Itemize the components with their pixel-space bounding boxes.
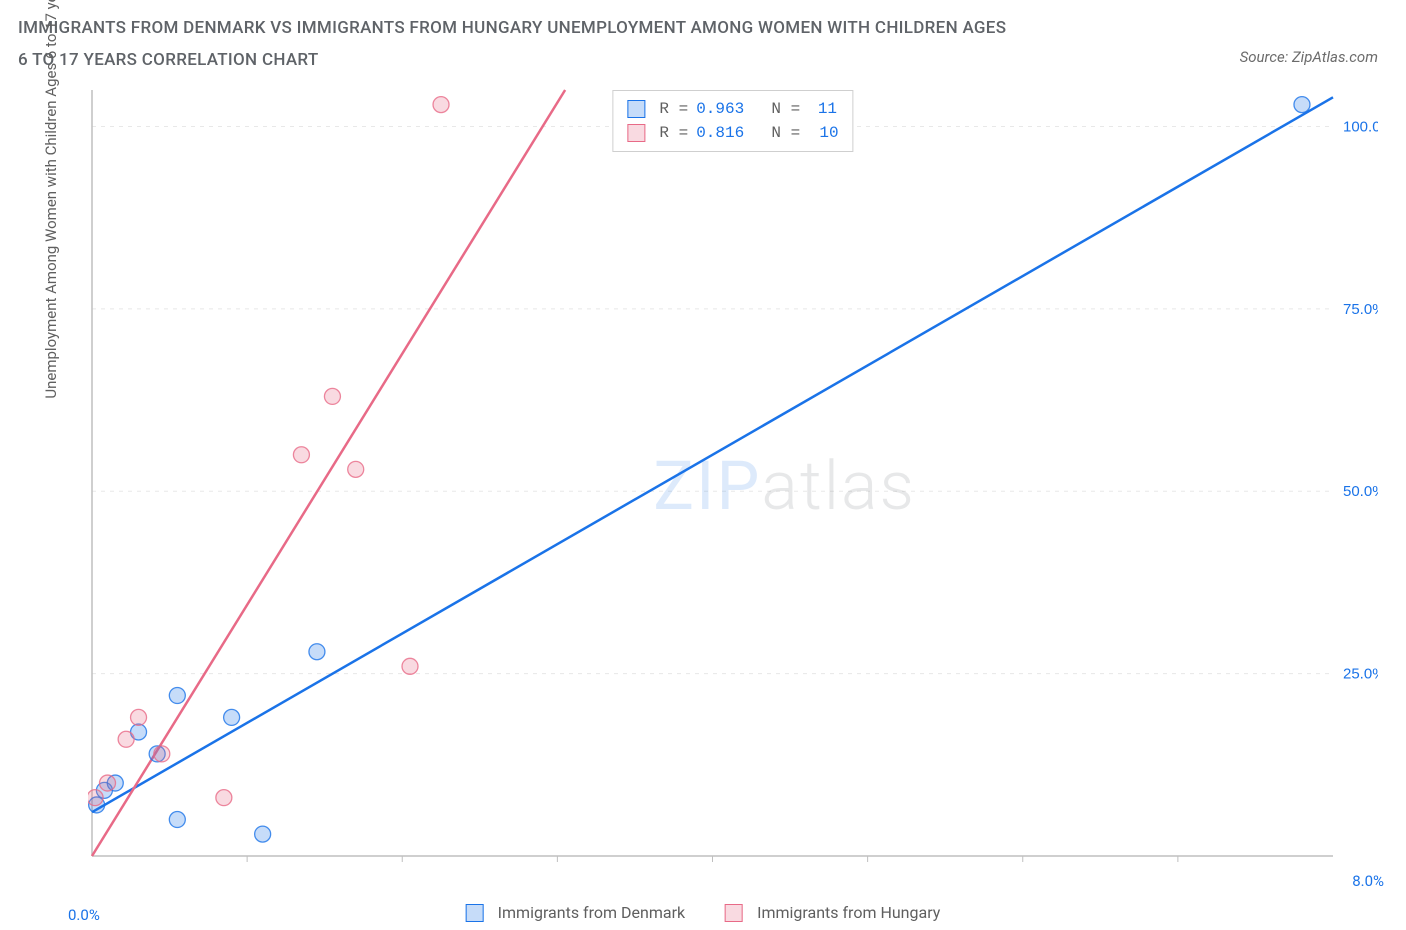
n-value-denmark: 11 <box>808 97 837 121</box>
stats-row-hungary: R = 0.816 N = 10 <box>627 121 838 145</box>
chart-area: Unemployment Among Women with Children A… <box>48 86 1378 886</box>
source-attribution: Source: ZipAtlas.com <box>1240 48 1378 66</box>
legend-item-hungary: Immigrants from Hungary <box>725 903 940 922</box>
legend-label-hungary: Immigrants from Hungary <box>757 903 940 922</box>
y-axis-label: Unemployment Among Women with Children A… <box>42 0 60 446</box>
r-label: R = <box>659 97 688 121</box>
swatch-denmark <box>627 100 645 118</box>
svg-text:25.0%: 25.0% <box>1343 666 1378 683</box>
stats-row-denmark: R = 0.963 N = 11 <box>627 97 838 121</box>
swatch-denmark <box>466 904 484 922</box>
stats-legend: R = 0.963 N = 11 R = 0.816 N = 10 <box>612 90 853 152</box>
svg-text:75.0%: 75.0% <box>1343 301 1378 318</box>
svg-text:100.0%: 100.0% <box>1343 118 1378 135</box>
legend-label-denmark: Immigrants from Denmark <box>498 903 685 922</box>
r-value-denmark: 0.963 <box>696 97 744 121</box>
legend-item-denmark: Immigrants from Denmark <box>466 903 685 922</box>
n-value-hungary: N = 10 <box>752 121 838 145</box>
chart-title: IMMIGRANTS FROM DENMARK VS IMMIGRANTS FR… <box>18 12 1018 77</box>
swatch-hungary <box>725 904 743 922</box>
x-axis-min: 0.0% <box>68 906 100 924</box>
series-legend: Immigrants from Denmark Immigrants from … <box>466 903 941 922</box>
x-axis-max: 8.0% <box>1352 872 1384 890</box>
r-value-hungary: 0.816 <box>696 121 744 145</box>
svg-text:50.0%: 50.0% <box>1343 483 1378 500</box>
plot-region: 25.0%50.0%75.0%100.0% ZIPatlas R = 0.963… <box>88 86 1378 886</box>
n-label: N = <box>752 97 800 121</box>
r-label: R = <box>659 121 688 145</box>
swatch-hungary <box>627 124 645 142</box>
